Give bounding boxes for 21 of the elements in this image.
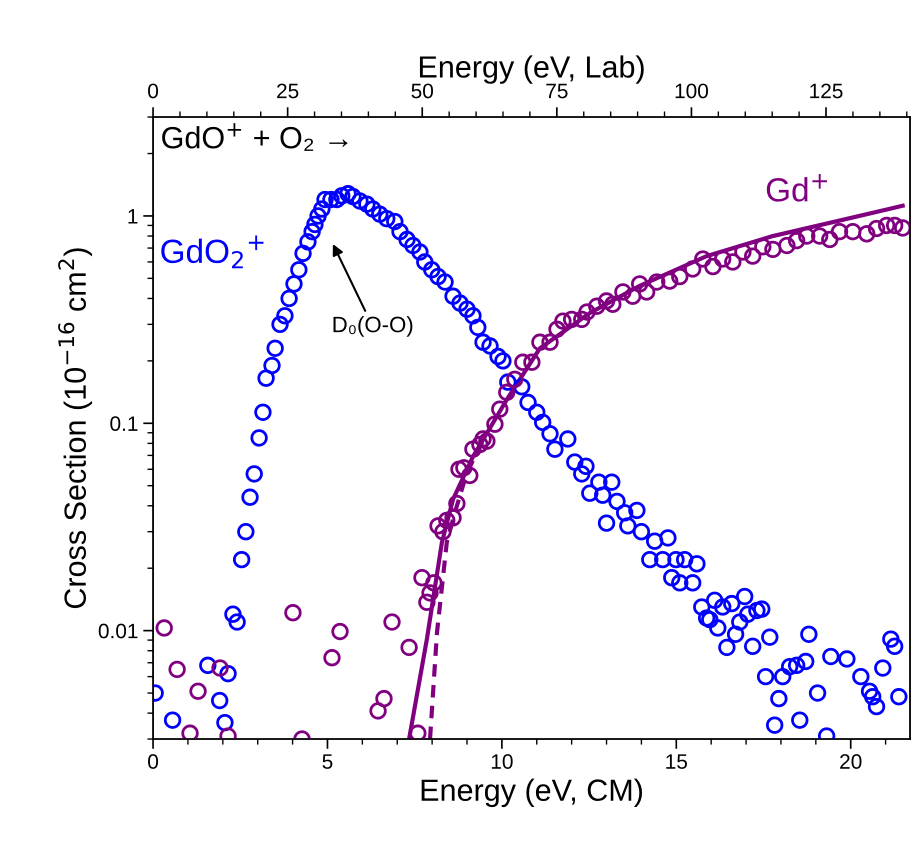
annotation: GdO$^{+}$ + O₂ →	[162, 123, 348, 151]
series-label: GdO$_{2}$$^{+}$	[161, 235, 264, 268]
y-tick-label: 0.01	[98, 624, 138, 638]
y-axis-title: Cross Section (10$^{−16}$ cm$^{2}$)	[58, 248, 92, 608]
x-tick-label: 20	[840, 754, 862, 769]
x2-tick-label: 0	[148, 84, 158, 98]
annotation: D₀(O-O)	[334, 316, 412, 337]
x2-tick-label: 50	[411, 84, 434, 98]
x-tick-label: 10	[492, 754, 513, 769]
x2-tick-label: 100	[676, 84, 708, 98]
y-tick-label: 0.1	[110, 416, 138, 432]
x-tick-label: 0	[148, 754, 158, 769]
x2-tick-label: 25	[277, 84, 298, 98]
series-label: Gd$^{+}$	[766, 174, 827, 202]
x2-tick-label: 125	[810, 84, 843, 98]
x2-axis-title: Energy (eV, Lab)	[420, 55, 644, 84]
x-tick-label: 5	[322, 754, 332, 769]
x-axis-title: Energy (eV, CM)	[422, 778, 642, 808]
x2-tick-label: 75	[546, 84, 568, 98]
x-tick-label: 15	[666, 754, 688, 769]
y-tick-label: 1	[128, 209, 138, 224]
